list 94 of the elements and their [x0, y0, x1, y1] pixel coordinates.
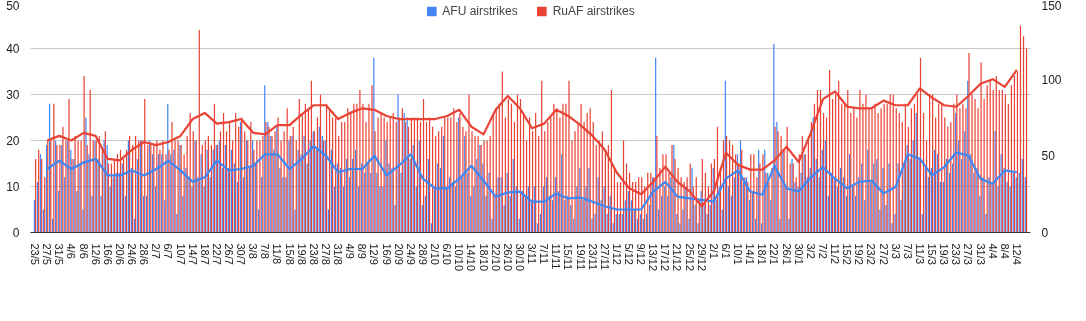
y-tick-label: 30	[6, 88, 20, 102]
x-tick-label: 25/12	[683, 243, 696, 272]
legend-label: AFU airstrikes	[442, 4, 518, 18]
x-tick-label: 22/1	[768, 243, 781, 265]
x-tick-label: 10/7	[174, 243, 187, 265]
x-tick-label: 6/1	[719, 243, 732, 259]
x-tick-label: 9/12	[635, 243, 648, 265]
x-tick-label: 23/8	[307, 243, 320, 265]
x-tick-label: 2/1	[707, 243, 720, 259]
x-tick-label: 30/10	[513, 243, 526, 272]
x-tick-label: 31/3	[974, 243, 987, 265]
x-tick-label: 4/4	[986, 243, 999, 259]
x-tick-label: 15/8	[283, 243, 296, 265]
x-tick-label: 8/6	[77, 243, 90, 259]
x-tick-label: 23/11	[586, 243, 599, 271]
x-tick-label: 24/6	[126, 243, 139, 265]
x-tick-label: 12/9	[368, 243, 381, 265]
x-tick-label: 20/6	[113, 243, 126, 265]
x-tick-label: 3/2	[804, 243, 817, 259]
legend-label: RuAF airstrikes	[552, 4, 635, 18]
x-tick-label: 18/7	[198, 243, 211, 265]
x-tick-label: 19/2	[853, 243, 866, 265]
x-tick-label: 8/4	[998, 243, 1011, 259]
x-tick-label: 30/1	[792, 243, 805, 265]
x-tick-label: 19/8	[295, 243, 308, 265]
x-tick-label: 3/3	[889, 243, 902, 259]
y-tick-label: 10	[6, 180, 20, 194]
x-tick-label: 23/3	[950, 243, 963, 265]
x-tick-label: 30/7	[235, 243, 248, 265]
x-tick-label: 10/10	[453, 243, 466, 272]
x-tick-label: 27/2	[877, 243, 890, 265]
x-tick-label: 22/10	[489, 243, 502, 272]
x-tick-label: 26/1	[780, 243, 793, 265]
x-tick-label: 28/6	[138, 243, 151, 265]
x-tick-label: 27/3	[962, 243, 975, 265]
x-tick-label: 2/10	[429, 243, 442, 265]
x-tick-label: 6/7	[162, 243, 175, 259]
x-tick-label: 7/2	[816, 243, 829, 259]
x-tick-label: 15/11	[562, 243, 575, 271]
x-tick-label: 21/12	[671, 243, 684, 272]
x-tick-label: 31/8	[332, 243, 345, 265]
x-tick-label: 11/11	[550, 243, 563, 270]
x-tick-label: 5/12	[622, 243, 635, 265]
x-tick-label: 27/11	[598, 243, 611, 271]
x-tick-label: 22/7	[210, 243, 223, 265]
y-tick-label: 20	[6, 134, 20, 148]
x-tick-label: 2/7	[150, 243, 163, 259]
x-tick-label: 7/8	[259, 243, 272, 259]
x-tick-label: 4/6	[65, 243, 78, 259]
x-tick-label: 26/7	[222, 243, 235, 265]
y2-tick-label: 0	[1041, 226, 1049, 240]
y2-tick-label: 100	[1041, 72, 1062, 87]
x-tick-label: 18/10	[477, 243, 490, 272]
x-tick-label: 16/6	[101, 243, 114, 265]
x-tick-label: 14/10	[465, 243, 478, 272]
x-tick-label: 11/2	[829, 243, 842, 265]
x-tick-label: 14/1	[744, 243, 757, 265]
x-tick-label: 26/10	[501, 243, 514, 272]
y2-tick-label: 150	[1041, 0, 1062, 13]
x-tick-label: 7/11	[538, 243, 551, 265]
x-tick-label: 12/4	[1010, 243, 1023, 265]
x-tick-label: 18/1	[756, 243, 769, 265]
x-tick-label: 7/3	[901, 243, 914, 259]
x-tick-label: 13/12	[647, 243, 660, 272]
x-tick-label: 15/3	[926, 243, 939, 265]
x-tick-label: 20/9	[392, 243, 405, 265]
x-tick-label: 29/12	[695, 243, 708, 272]
x-tick-label: 27/5	[41, 243, 54, 265]
x-tick-label: 27/8	[319, 243, 332, 265]
y2-tick-label: 50	[1041, 149, 1056, 164]
x-tick-label: 14/7	[186, 243, 199, 265]
x-tick-label: 23/5	[29, 243, 42, 265]
x-tick-label: 11/3	[913, 243, 926, 265]
x-tick-label: 8/9	[356, 243, 369, 259]
x-tick-label: 12/6	[89, 243, 102, 265]
x-tick-label: 4/9	[344, 243, 357, 259]
x-tick-label: 3/8	[247, 243, 260, 259]
y-tick-label: 0	[12, 226, 20, 240]
x-tick-label: 10/1	[732, 243, 745, 265]
x-tick-label: 24/9	[404, 243, 417, 265]
y-tick-label: 40	[6, 42, 20, 56]
x-tick-label: 17/12	[659, 243, 672, 272]
x-tick-label: 3/11	[526, 243, 539, 265]
x-tick-label: 19/11	[574, 243, 587, 271]
x-tick-label: 1/12	[610, 243, 623, 265]
x-tick-label: 19/3	[938, 243, 951, 265]
x-tick-label: 31/5	[53, 243, 66, 265]
x-tick-label: 16/9	[380, 243, 393, 265]
x-tick-label: 23/2	[865, 243, 878, 265]
y-tick-label: 50	[6, 0, 20, 13]
x-tick-label: 6/10	[441, 243, 454, 265]
x-tick-label: 28/9	[416, 243, 429, 265]
x-tick-label: 15/2	[841, 243, 854, 265]
x-tick-label: 11/8	[271, 243, 284, 265]
